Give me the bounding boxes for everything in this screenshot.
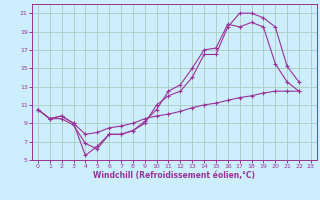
X-axis label: Windchill (Refroidissement éolien,°C): Windchill (Refroidissement éolien,°C)	[93, 171, 255, 180]
